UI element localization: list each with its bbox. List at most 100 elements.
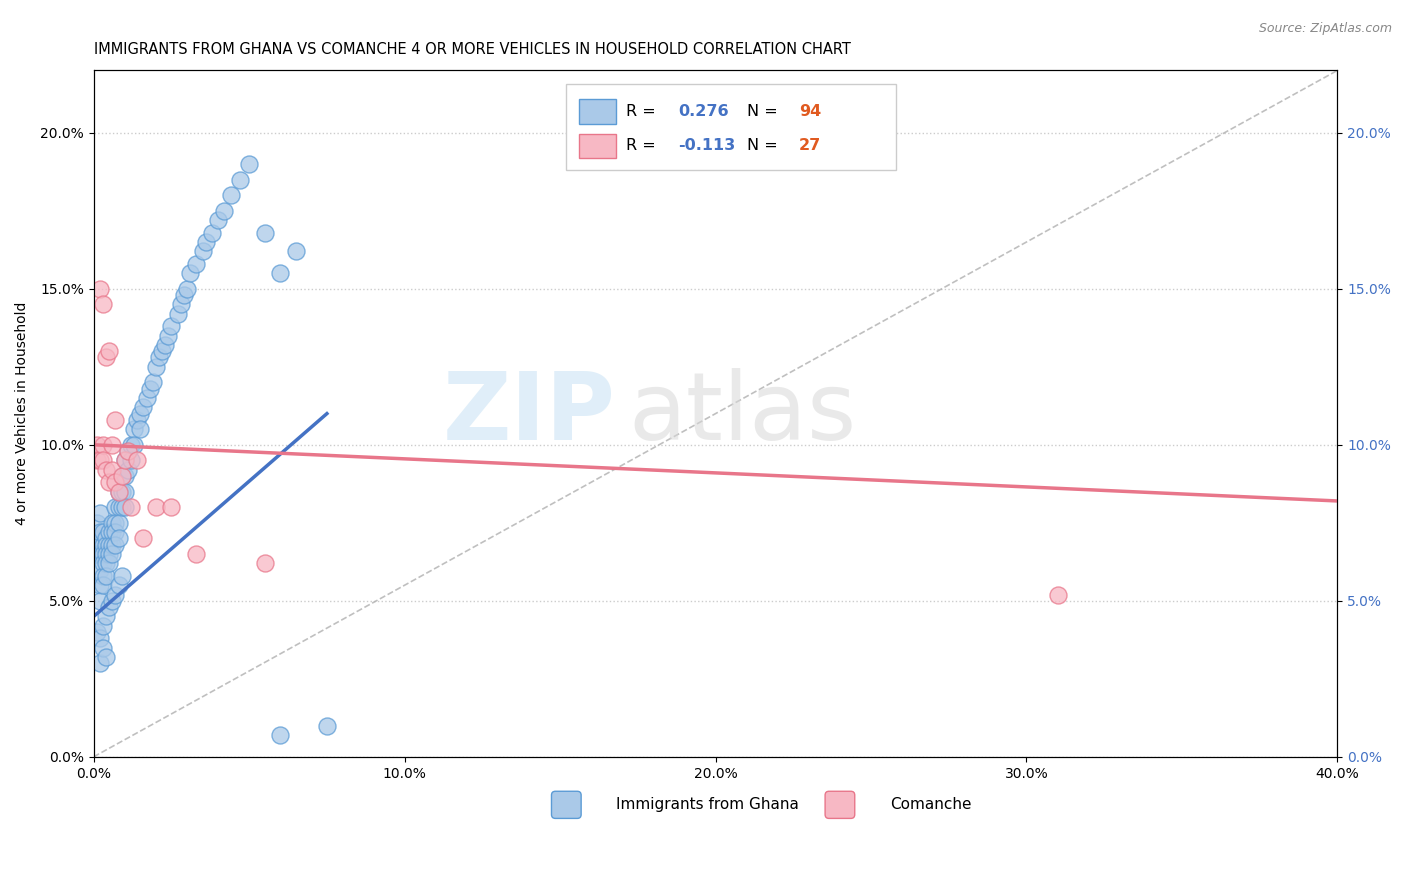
Point (173, 288, 195, 302)
Point (201, 226, 224, 240)
Point (111, 500, 134, 515)
Point (91, 619, 114, 633)
Point (155, 338, 177, 352)
Text: -0.113: -0.113 (678, 138, 735, 153)
Point (160, 319, 183, 334)
Point (86, 625, 108, 640)
Point (94, 463, 117, 477)
Point (138, 382, 160, 396)
Point (186, 257, 208, 271)
Point (129, 422, 152, 436)
Point (114, 453, 136, 467)
Point (89, 632, 111, 646)
Point (86, 532, 108, 546)
Bar (579, 134, 616, 158)
Point (101, 525, 124, 540)
Point (104, 538, 127, 552)
Point (101, 516, 124, 530)
Point (101, 538, 124, 552)
Point (104, 525, 127, 540)
Point (91, 569, 114, 583)
Point (229, 172, 252, 186)
Point (150, 344, 173, 359)
Point (89, 453, 111, 467)
Point (120, 500, 142, 515)
Point (269, 266, 291, 280)
Point (98, 525, 121, 540)
FancyBboxPatch shape (567, 84, 896, 170)
Point (89, 578, 111, 592)
Point (91, 525, 114, 540)
Text: Source: ZipAtlas.com: Source: ZipAtlas.com (1258, 22, 1392, 36)
Point (160, 500, 183, 515)
Point (91, 578, 114, 592)
Point (191, 244, 214, 259)
Point (111, 484, 134, 499)
Point (284, 244, 307, 259)
Point (117, 444, 139, 458)
Point (179, 266, 201, 280)
Point (104, 500, 127, 515)
Point (89, 547, 111, 561)
Point (91, 547, 114, 561)
Point (253, 557, 276, 571)
Text: R =: R = (626, 104, 661, 120)
Bar (579, 99, 616, 124)
Point (89, 563, 111, 577)
Point (122, 438, 145, 452)
Point (316, 718, 339, 732)
Text: N =: N = (747, 104, 783, 120)
Point (117, 444, 139, 458)
Point (104, 588, 127, 602)
Point (127, 453, 149, 467)
Point (94, 557, 117, 571)
Point (101, 547, 124, 561)
Point (94, 538, 117, 552)
Point (101, 594, 124, 608)
Point (91, 538, 114, 552)
Point (120, 453, 142, 467)
Point (107, 484, 129, 499)
Point (98, 557, 121, 571)
Point (94, 569, 117, 583)
Point (132, 532, 155, 546)
Point (170, 297, 193, 311)
Point (122, 422, 145, 436)
Point (89, 507, 111, 521)
Point (132, 401, 155, 415)
Point (107, 484, 129, 499)
Point (219, 188, 242, 202)
Point (91, 438, 114, 452)
Point (135, 391, 157, 405)
Point (1046, 588, 1069, 602)
Point (98, 547, 121, 561)
Point (107, 500, 129, 515)
Point (107, 532, 129, 546)
Point (94, 650, 117, 665)
Point (98, 344, 121, 359)
Point (86, 538, 108, 552)
Point (148, 351, 170, 365)
Point (157, 328, 180, 343)
Point (94, 547, 117, 561)
Text: 94: 94 (799, 104, 821, 120)
Text: atlas: atlas (628, 368, 856, 459)
Point (114, 469, 136, 483)
Point (91, 557, 114, 571)
Text: 0.276: 0.276 (678, 104, 728, 120)
Point (111, 469, 134, 483)
Text: ZIP: ZIP (443, 368, 616, 459)
Point (145, 500, 167, 515)
Point (98, 600, 121, 615)
Text: Comanche: Comanche (890, 797, 972, 813)
Text: 27: 27 (799, 138, 821, 153)
Text: Immigrants from Ghana: Immigrants from Ghana (616, 797, 799, 813)
Point (104, 413, 127, 427)
Point (89, 525, 111, 540)
Text: IMMIGRANTS FROM GHANA VS COMANCHE 4 OR MORE VEHICLES IN HOUSEHOLD CORRELATION CH: IMMIGRANTS FROM GHANA VS COMANCHE 4 OR M… (94, 42, 851, 57)
Point (127, 413, 149, 427)
Point (89, 594, 111, 608)
Point (269, 728, 291, 742)
Point (111, 569, 134, 583)
Point (94, 609, 117, 624)
